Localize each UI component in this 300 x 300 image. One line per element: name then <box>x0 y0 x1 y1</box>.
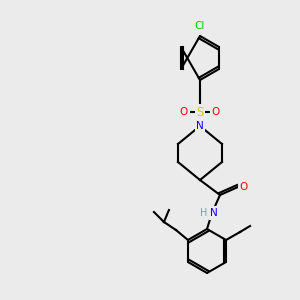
Text: S: S <box>196 106 204 118</box>
Text: O: O <box>180 107 188 117</box>
Text: N: N <box>196 121 204 131</box>
Text: Cl: Cl <box>195 21 205 31</box>
Text: H: H <box>200 208 208 218</box>
Text: O: O <box>240 182 248 192</box>
Text: N: N <box>210 208 218 218</box>
Text: O: O <box>212 107 220 117</box>
